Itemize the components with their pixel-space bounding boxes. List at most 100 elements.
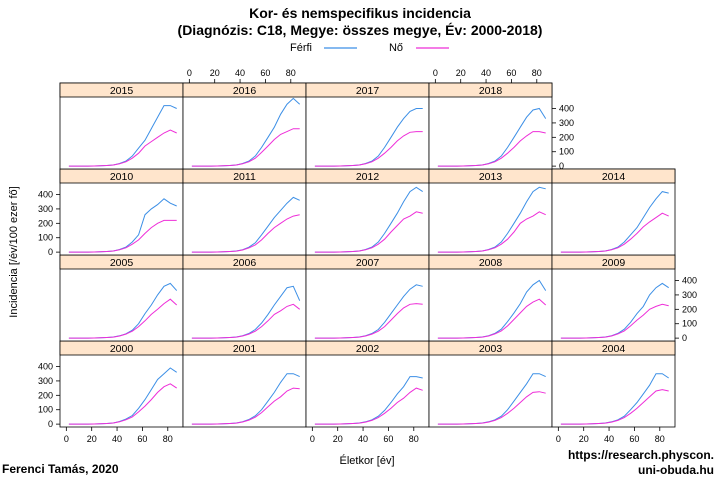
series-line-no	[437, 211, 546, 253]
panel-2003: 2003	[428, 340, 553, 428]
panel-2009: 2009	[551, 254, 676, 342]
panel-2013: 2013	[428, 168, 553, 256]
panel-strip-label: 2007	[356, 257, 380, 269]
panel-strip-label: 2005	[110, 257, 134, 269]
panel-strip-label: 2009	[602, 257, 626, 269]
chart-title-line1: Kor- és nemspecifikus incidencia	[249, 5, 471, 21]
series-line-no	[437, 298, 547, 339]
x-tick-label: 20	[579, 434, 589, 444]
y-tick-label: 400	[682, 276, 697, 286]
panel-strip-label: 2008	[479, 257, 503, 269]
y-tick-label: 300	[38, 204, 53, 214]
series-line-no	[68, 219, 177, 253]
x-tick-label: 80	[163, 434, 173, 444]
x-axis-label: Életkor [év]	[339, 454, 394, 467]
panel-2008: 2008	[428, 254, 553, 342]
x-tick-label: 40	[358, 434, 368, 444]
panel-2002: 2002	[305, 340, 430, 428]
y-tick-label: 0	[48, 419, 53, 429]
chart-title-line2: (Diagnózis: C18, Megye: összes megye, Év…	[178, 22, 543, 38]
y-tick-label: 400	[559, 104, 574, 114]
y-tick-label: 300	[682, 290, 697, 300]
series-line-no	[191, 214, 300, 253]
panel-2012: 2012	[305, 168, 430, 256]
legend-label-no: Nő	[389, 42, 403, 54]
x-tick-label: 40	[112, 434, 122, 444]
panel-2011: 2011	[182, 168, 307, 256]
series-line-no	[314, 303, 423, 339]
panel-2000: 2000	[59, 340, 184, 428]
series-line-no	[191, 303, 301, 339]
series-line-no	[437, 131, 546, 167]
panel-strip	[428, 82, 553, 98]
footer-url-line1: https://research.physcon.	[567, 448, 714, 462]
x-tick-label: 40	[235, 68, 245, 78]
series-line-no	[314, 211, 423, 253]
panel-2006: 2006	[182, 254, 307, 342]
panel-strip-label: 2018	[479, 85, 503, 97]
panel-strip	[551, 168, 676, 184]
panel-2016: 2016	[182, 82, 307, 170]
series-line-no	[314, 131, 423, 167]
x-tick-label: 0	[556, 434, 561, 444]
y-tick-label: 100	[559, 147, 574, 157]
legend-label-ferfi: Férfi	[290, 42, 312, 54]
series-line-no	[437, 391, 546, 425]
x-tick-label: 80	[532, 68, 542, 78]
axes: 0 20 40 60 80 0 20 40 60 80 0 20 40 60 80 0 20 40 60 80 0 20 4…	[38, 68, 697, 444]
panel-strip-label: 2014	[602, 171, 626, 183]
panel-strip-label: 2004	[602, 343, 626, 355]
x-tick-label: 0	[433, 68, 438, 78]
y-tick-label: 200	[559, 132, 574, 142]
y-tick-label: 400	[38, 190, 53, 200]
x-tick-label: 40	[481, 68, 491, 78]
y-tick-label: 0	[559, 161, 564, 171]
panel-2014: 2014	[551, 168, 676, 256]
x-tick-label: 0	[64, 434, 69, 444]
panel-2010: 2010	[59, 168, 184, 256]
x-tick-label: 80	[286, 68, 296, 78]
y-tick-label: 0	[48, 247, 53, 257]
panel-strip-label: 2011	[233, 171, 256, 183]
footer-author: Ferenci Tamás, 2020	[2, 462, 119, 476]
x-tick-label: 40	[604, 434, 614, 444]
series-line-no	[191, 128, 300, 167]
panel-strip-label: 2001	[233, 343, 257, 355]
series-line-no	[560, 303, 669, 339]
footer-url-line2: uni-obuda.hu	[638, 463, 714, 477]
panel-2017: 2017	[305, 82, 430, 170]
series-line-no	[560, 389, 669, 425]
series-line-no	[560, 212, 669, 253]
panel-strip-label: 2000	[110, 343, 134, 355]
series-line-no	[191, 387, 300, 425]
series-line-no	[68, 383, 177, 425]
series-line-no	[314, 387, 423, 425]
panel-2018: 2018	[428, 82, 553, 170]
panel-strip-label: 2010	[110, 171, 134, 183]
y-tick-label: 200	[682, 304, 697, 314]
panel-strip-label: 2012	[356, 171, 380, 183]
panel-strip-label: 2002	[356, 343, 380, 355]
panel-strip-label: 2006	[233, 257, 257, 269]
y-tick-label: 100	[38, 233, 53, 243]
panel-strip-label: 2003	[479, 343, 503, 355]
y-tick-label: 100	[682, 319, 697, 329]
panel-2005: 2005	[59, 254, 184, 342]
y-tick-label: 100	[38, 405, 53, 415]
x-tick-label: 20	[456, 68, 466, 78]
y-axis-label: Incidencia [/év/100 ezer fő]	[8, 186, 20, 317]
x-tick-label: 60	[260, 68, 270, 78]
x-tick-label: 60	[506, 68, 516, 78]
y-tick-label: 200	[38, 218, 53, 228]
x-tick-label: 60	[629, 434, 639, 444]
y-tick-label: 200	[38, 390, 53, 400]
x-tick-label: 80	[409, 434, 419, 444]
y-tick-label: 400	[38, 362, 53, 372]
y-tick-label: 300	[38, 376, 53, 386]
panel-2015: 2015	[59, 82, 184, 170]
panel-2004: 2004	[551, 340, 676, 428]
x-tick-label: 0	[187, 68, 192, 78]
panel-strip-label: 2015	[110, 85, 134, 97]
x-tick-label: 20	[210, 68, 220, 78]
